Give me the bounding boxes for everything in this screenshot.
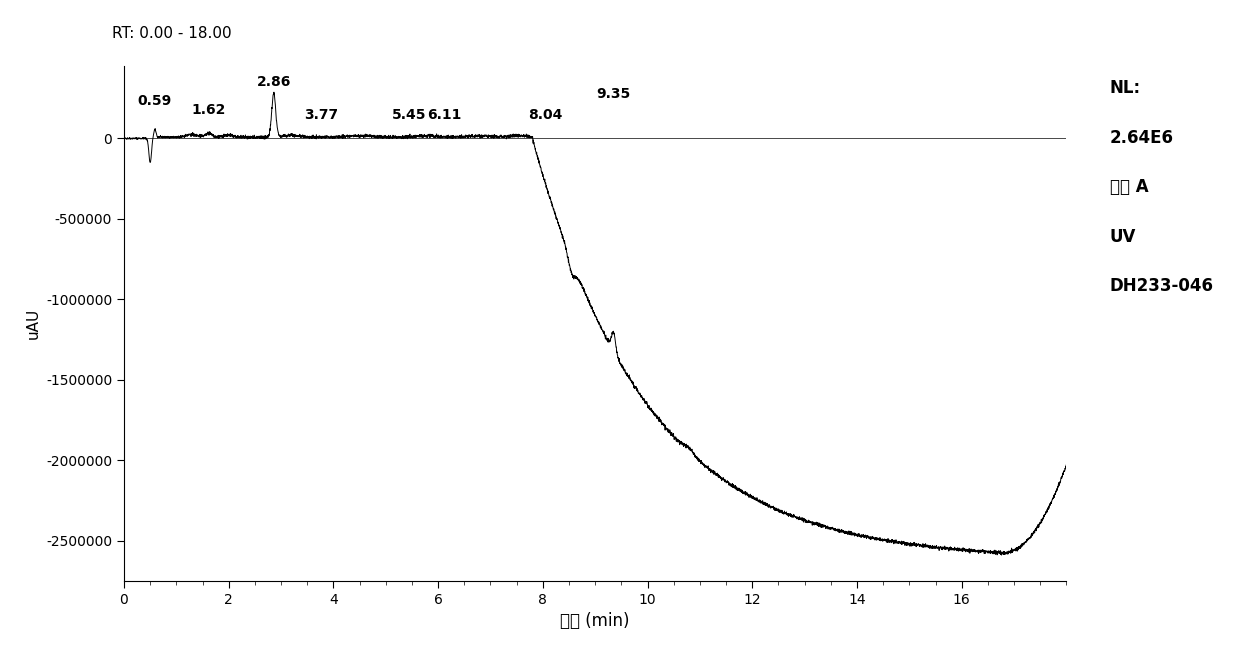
Text: 6.11: 6.11 (427, 108, 461, 122)
Text: DH233-046: DH233-046 (1110, 277, 1214, 295)
Text: 2.86: 2.86 (257, 75, 291, 88)
Text: 1.62: 1.62 (192, 104, 226, 117)
Text: 2.64E6: 2.64E6 (1110, 129, 1174, 147)
Text: 通道 A: 通道 A (1110, 178, 1148, 196)
Text: 0.59: 0.59 (138, 94, 172, 108)
Text: 9.35: 9.35 (596, 87, 631, 102)
Y-axis label: uAU: uAU (25, 308, 41, 339)
Text: 5.45: 5.45 (392, 108, 427, 122)
Text: UV: UV (1110, 228, 1136, 246)
X-axis label: 时间 (min): 时间 (min) (560, 612, 630, 630)
Text: RT: 0.00 - 18.00: RT: 0.00 - 18.00 (112, 26, 231, 42)
Text: 8.04: 8.04 (528, 108, 562, 122)
Text: NL:: NL: (1110, 79, 1141, 97)
Text: 3.77: 3.77 (304, 108, 339, 122)
